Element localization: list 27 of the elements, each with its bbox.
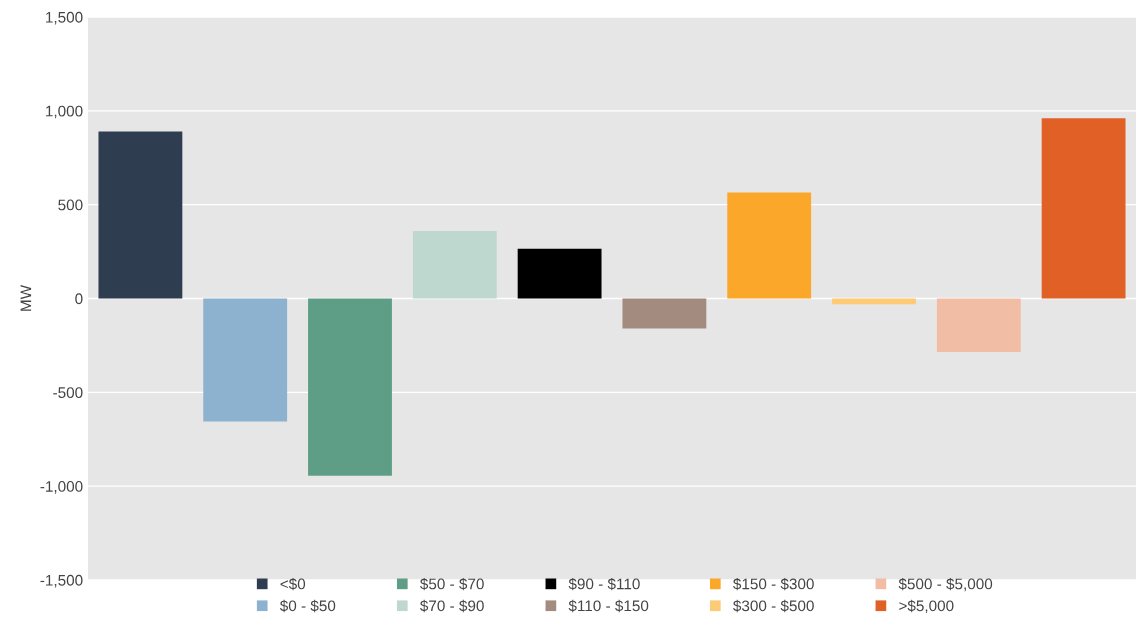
legend-label: $70 - $90 <box>420 599 484 613</box>
legend-label: $500 - $5,000 <box>898 577 993 592</box>
legend-label: $90 - $110 <box>568 577 640 591</box>
y-axis-title: MW <box>20 284 32 311</box>
legend-label: $110 - $150 <box>568 599 649 613</box>
bar <box>622 298 707 329</box>
bar <box>727 192 812 299</box>
y-tick-label: 500 <box>58 199 83 211</box>
bar <box>412 230 497 299</box>
y-tick-label: 1,000 <box>46 105 83 119</box>
y-tick-label: -1,000 <box>40 481 83 494</box>
y-tick-label: -500 <box>53 387 83 399</box>
bar <box>517 248 602 299</box>
bar <box>98 131 183 299</box>
y-tick-label: 0 <box>75 293 83 305</box>
legend-label: $0 - $50 <box>279 599 336 613</box>
y-tick-label: 1,500 <box>46 11 83 25</box>
y-tick-label: -1,500 <box>40 574 83 588</box>
legend-label: $50 - $70 <box>420 577 484 591</box>
bar <box>936 298 1021 352</box>
bar <box>1041 118 1126 299</box>
legend-label: >$5,000 <box>899 599 954 614</box>
bar <box>203 298 288 422</box>
legend-label: $150 - $300 <box>733 577 814 591</box>
legend-label: <$0 <box>280 577 306 591</box>
legend-label: $300 - $500 <box>733 599 814 613</box>
bar <box>308 298 392 476</box>
